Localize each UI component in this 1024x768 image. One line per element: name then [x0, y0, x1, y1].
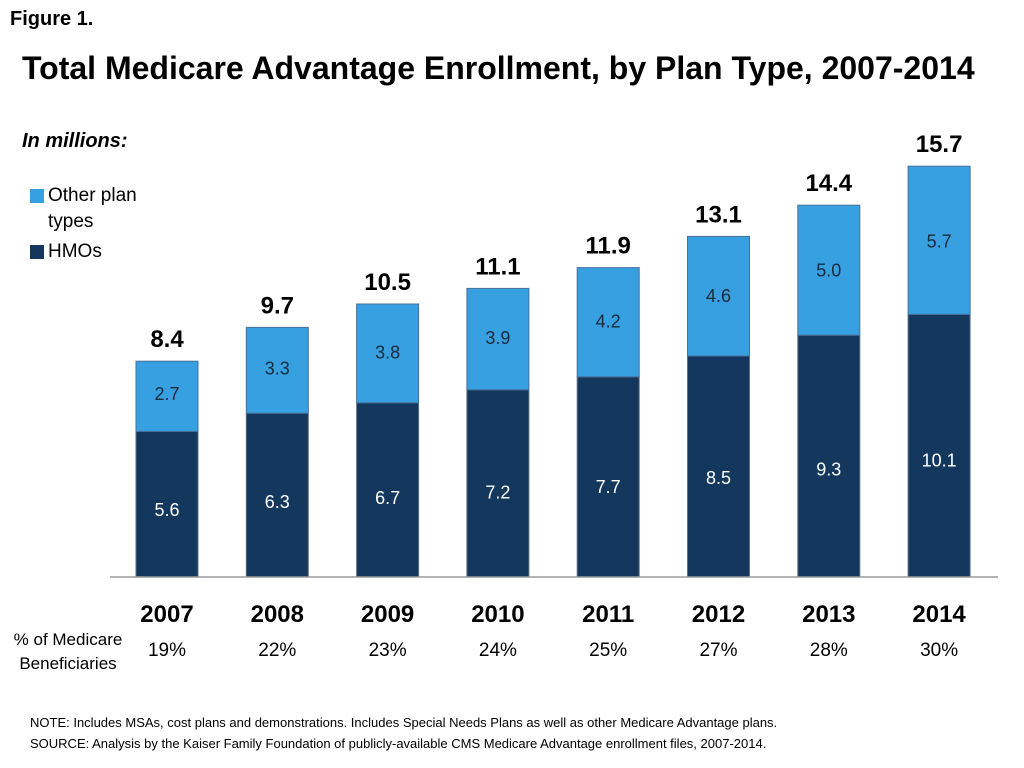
x-tick-2009: 2009 [361, 601, 414, 628]
data-label-hmos-2007: 5.6 [154, 500, 179, 520]
total-label-2013: 14.4 [805, 170, 852, 197]
bar-hmos-2011 [576, 376, 640, 578]
data-label-hmos-2008: 6.3 [265, 492, 290, 512]
bar-other-2007 [135, 360, 199, 432]
bar-other-2009 [356, 303, 420, 404]
percent-value-2010: 24% [478, 640, 517, 661]
percent-value-2012: 27% [699, 640, 738, 661]
figure-label: Figure 1. [10, 8, 94, 30]
x-tick-2011: 2011 [582, 601, 634, 628]
data-label-other-2012: 4.6 [706, 286, 731, 306]
notes: NOTE: Includes MSAs, cost plans and demo… [30, 712, 777, 754]
x-tick-2010: 2010 [471, 601, 524, 628]
data-label-other-2008: 3.3 [265, 359, 290, 379]
total-label-2008: 9.7 [261, 292, 294, 319]
chart-title: Total Medicare Advantage Enrollment, by … [22, 50, 975, 86]
x-tick-2014: 2014 [912, 601, 966, 628]
data-label-hmos-2014: 10.1 [922, 451, 957, 471]
legend-item-hmos: HMOs [30, 239, 160, 265]
total-label-2011: 11.9 [586, 233, 631, 260]
bar-other-2008 [245, 326, 309, 414]
bar-other-2013 [797, 204, 861, 336]
legend-swatch-other [30, 189, 44, 203]
total-label-2014: 15.7 [916, 131, 963, 158]
data-label-hmos-2013: 9.3 [816, 459, 841, 479]
bar-hmos-2007 [135, 430, 199, 578]
data-label-other-2011: 4.2 [596, 312, 621, 332]
note-text: NOTE: Includes MSAs, cost plans and demo… [30, 715, 778, 730]
x-tick-2012: 2012 [692, 601, 745, 628]
data-label-hmos-2010: 7.2 [485, 482, 510, 502]
total-label-2009: 10.5 [364, 269, 411, 296]
bar-hmos-2013 [797, 334, 861, 578]
percent-value-2014: 30% [920, 640, 959, 661]
percent-value-2011: 25% [589, 640, 628, 661]
bar-other-2010 [466, 287, 530, 391]
bar-other-2011 [576, 267, 640, 378]
percent-value-2007: 19% [147, 640, 187, 661]
total-label-2012: 13.1 [695, 201, 742, 228]
x-tick-2008: 2008 [251, 601, 304, 628]
data-label-other-2007: 2.7 [154, 384, 179, 404]
percent-row-header: % of Medicare Beneficiaries [13, 630, 123, 673]
source-text: SOURCE: Analysis by the Kaiser Family Fo… [30, 736, 767, 751]
x-tick-2013: 2013 [802, 601, 855, 628]
legend: Other plan types HMOs [30, 183, 160, 269]
percent-value-2009: 23% [368, 640, 407, 661]
total-label-2010: 11.1 [475, 253, 520, 280]
legend-item-other: Other plan types [30, 183, 160, 235]
data-label-other-2009: 3.8 [375, 342, 400, 362]
data-label-hmos-2012: 8.5 [706, 468, 731, 488]
percent-value-2013: 28% [809, 640, 848, 661]
x-tick-2007: 2007 [140, 601, 193, 628]
legend-swatch-hmos [30, 245, 44, 259]
bar-hmos-2009 [356, 402, 420, 578]
data-label-other-2013: 5.0 [816, 261, 841, 281]
bar-other-2012 [687, 235, 750, 357]
total-label-2007: 8.4 [150, 326, 184, 353]
bar-other-2014 [907, 165, 971, 315]
data-label-hmos-2011: 7.7 [596, 477, 621, 497]
legend-label-hmos: HMOs [48, 241, 102, 262]
data-label-hmos-2009: 6.7 [375, 488, 400, 508]
bar-hmos-2010 [466, 389, 530, 578]
data-label-other-2014: 5.7 [927, 232, 952, 252]
legend-label-other: Other plan types [48, 185, 137, 232]
bar-hmos-2012 [687, 355, 750, 578]
data-label-other-2010: 3.9 [485, 328, 510, 348]
percent-value-2008: 22% [258, 640, 297, 661]
bar-hmos-2014 [907, 313, 971, 578]
chart-subtitle: In millions: [22, 130, 128, 152]
